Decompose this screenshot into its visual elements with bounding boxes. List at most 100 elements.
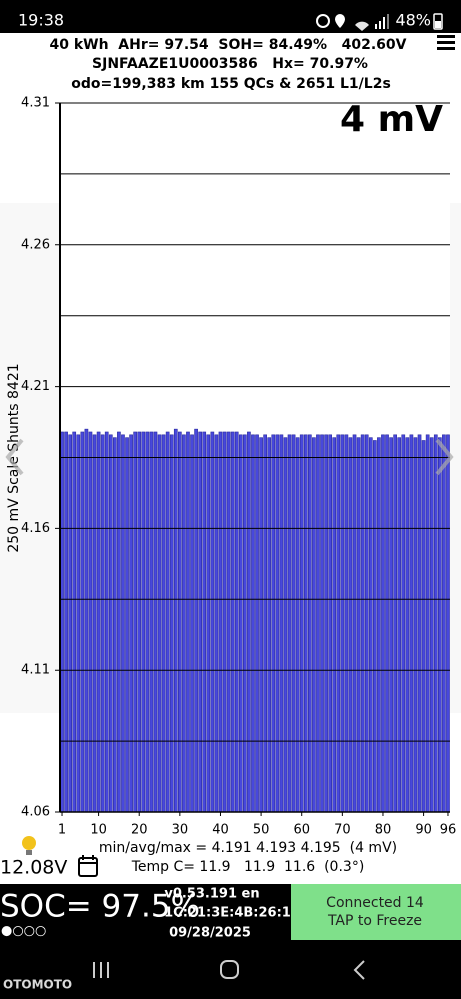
bar [202,431,207,813]
bar [303,434,308,813]
bar [413,437,418,813]
bar [76,434,81,813]
bar [356,437,361,813]
bar [271,434,276,813]
bar [340,434,345,813]
x-tick-label: 50 [253,823,270,838]
bar [194,428,198,813]
bar [182,434,186,813]
x-tick-label: 90 [415,823,432,838]
mac-address: 1C:21:3E:4B:26:19 [164,906,300,921]
y-tick-label: 4.16 [21,521,50,536]
bar [206,434,211,813]
bar [141,431,146,813]
bar [92,434,97,813]
status-bar [0,0,461,33]
bar [324,434,328,813]
bar [173,428,178,813]
bar [165,431,170,813]
bar [186,431,190,813]
bar [153,431,158,813]
x-tick-label: 60 [293,823,310,838]
bar [121,434,125,813]
bar [222,431,227,813]
aux-voltage: 12.08V [0,857,67,879]
bar [117,431,121,813]
recents-button[interactable] [93,962,109,978]
previous-arrow[interactable] [5,438,24,476]
bar [255,434,259,813]
cell-stats: min/avg/max = 4.191 4.193 4.195 (4 mV) [99,840,397,856]
y-tick-label: 4.26 [21,237,50,252]
bar [442,434,446,813]
x-tick-label: 20 [131,823,148,838]
x-tick-label: 96 [440,823,457,838]
bar [287,434,292,813]
x-tick-label: 80 [375,823,392,838]
soc: SOC= 97.5% [0,889,200,925]
bar [230,431,235,813]
back-button[interactable] [353,960,365,980]
bar [409,434,414,813]
date: 09/28/2025 [169,926,251,941]
bar [214,434,219,813]
x-tick-label: 40 [212,823,229,838]
bar [377,437,381,813]
bar [401,434,406,813]
bar [320,434,324,813]
bar [433,434,438,813]
bar [344,434,349,813]
temperature: Temp C= 11.9 11.9 11.6 (0.3°) [131,859,365,875]
freeze-button[interactable]: Connected 14 TAP to Freeze [291,884,461,940]
bar [295,437,300,813]
y-tick-label: 4.21 [21,379,50,394]
next-arrow[interactable] [435,438,454,476]
watermark: OTOMOTO [3,978,72,992]
clock: 19:38 [18,11,64,30]
y-tick-label: 4.11 [21,663,50,678]
bar [429,437,434,813]
bar [299,434,304,813]
overlay-label: 4 mV [340,99,443,140]
bar [316,434,320,813]
bar [190,434,194,813]
bar [149,431,154,813]
bar [291,434,296,813]
bar [360,434,365,813]
menu-button[interactable] [437,35,455,50]
battery-level: 48% [395,11,431,30]
bar [393,434,397,813]
bar [389,437,393,813]
bar [96,431,101,813]
bar [372,440,377,813]
bar [238,434,243,813]
bar [226,431,231,813]
bar [283,437,288,813]
header-line: 40 kWh AHr= 97.54 SOH= 84.49% 402.60V [49,37,406,53]
x-tick-label: 1 [58,823,66,838]
bar [275,434,280,813]
header-line: odo=199,383 km 155 QCs & 2651 L1/L2s [71,76,391,92]
x-tick-label: 70 [334,823,351,838]
bar [243,434,247,813]
bar [364,434,369,813]
version: v0.53.191 en [164,887,259,902]
bar [68,434,73,813]
bar [104,431,109,813]
calendar-icon[interactable] [78,855,98,877]
bulb-icon[interactable] [22,836,36,855]
bar [397,437,402,813]
bar [108,434,113,813]
home-button[interactable] [220,960,239,979]
bar [64,431,68,813]
bar [267,437,272,813]
bar [88,431,93,813]
bar [368,437,373,813]
bar [84,428,89,813]
bar [145,431,150,813]
bar [446,434,450,813]
bar [259,437,263,813]
bar [157,434,162,813]
